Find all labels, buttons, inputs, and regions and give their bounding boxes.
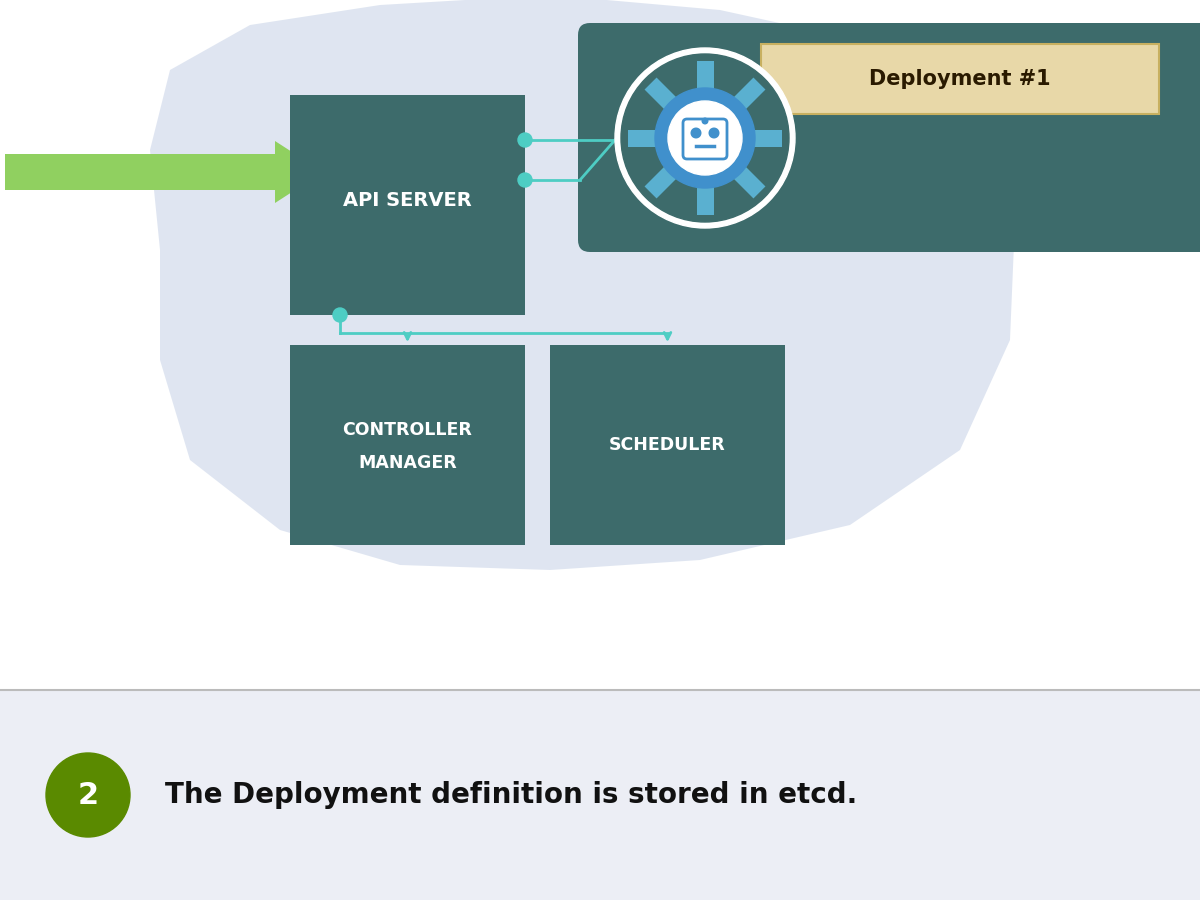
Circle shape xyxy=(702,118,708,124)
Polygon shape xyxy=(628,130,656,147)
Circle shape xyxy=(334,308,347,322)
Circle shape xyxy=(655,88,755,188)
Text: Deployment #1: Deployment #1 xyxy=(869,69,1051,89)
Circle shape xyxy=(691,128,701,138)
Circle shape xyxy=(622,54,790,222)
Circle shape xyxy=(518,133,532,147)
Polygon shape xyxy=(733,166,766,199)
FancyBboxPatch shape xyxy=(0,690,1200,900)
Circle shape xyxy=(616,48,796,228)
FancyBboxPatch shape xyxy=(290,95,526,315)
Text: MANAGER: MANAGER xyxy=(358,454,457,472)
Text: CONTROLLER: CONTROLLER xyxy=(342,421,473,439)
Polygon shape xyxy=(754,130,782,147)
Circle shape xyxy=(46,753,130,837)
Text: SCHEDULER: SCHEDULER xyxy=(610,436,726,454)
Polygon shape xyxy=(644,166,677,199)
FancyBboxPatch shape xyxy=(761,44,1159,114)
Text: The Deployment definition is stored in etcd.: The Deployment definition is stored in e… xyxy=(166,781,857,809)
FancyBboxPatch shape xyxy=(290,345,526,545)
FancyBboxPatch shape xyxy=(550,345,785,545)
Circle shape xyxy=(668,101,742,175)
FancyBboxPatch shape xyxy=(683,119,727,159)
Circle shape xyxy=(709,128,719,138)
Text: 2: 2 xyxy=(78,780,98,809)
Polygon shape xyxy=(696,61,714,89)
Polygon shape xyxy=(150,0,1015,570)
Polygon shape xyxy=(733,77,766,110)
Text: API SERVER: API SERVER xyxy=(343,191,472,210)
Polygon shape xyxy=(644,77,677,110)
FancyArrow shape xyxy=(5,141,323,203)
Circle shape xyxy=(518,173,532,187)
Polygon shape xyxy=(696,187,714,215)
FancyBboxPatch shape xyxy=(578,23,1200,252)
